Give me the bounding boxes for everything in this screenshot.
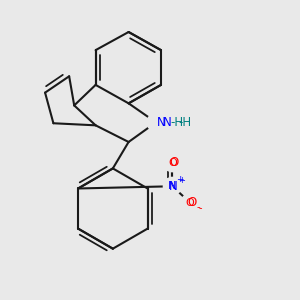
Circle shape — [164, 154, 181, 172]
Circle shape — [164, 177, 181, 195]
Text: O: O — [169, 156, 178, 169]
Text: +: + — [176, 175, 184, 184]
Text: -: - — [198, 203, 202, 213]
Text: N: N — [168, 181, 176, 191]
Text: -: - — [196, 202, 200, 212]
Text: O: O — [186, 198, 194, 208]
Text: N: N — [164, 116, 172, 129]
Circle shape — [181, 194, 199, 212]
Text: N: N — [169, 180, 178, 193]
Text: N: N — [157, 116, 165, 129]
Text: O: O — [187, 196, 196, 209]
Text: O: O — [168, 158, 177, 168]
Text: +: + — [178, 176, 185, 185]
Text: -H: -H — [171, 116, 184, 129]
Text: -H: -H — [178, 116, 191, 129]
Circle shape — [147, 113, 165, 131]
